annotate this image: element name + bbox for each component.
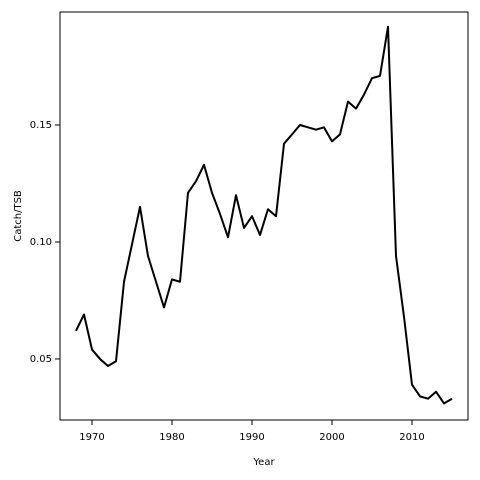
x-axis-label: Year <box>252 457 275 468</box>
x-tick-label: 1970 <box>79 432 104 443</box>
y-tick-label: 0.15 <box>30 120 52 131</box>
data-line <box>75 25 453 405</box>
x-tick-label: 1980 <box>159 432 184 443</box>
y-axis-label: Catch/TSB <box>13 190 24 242</box>
y-tick-label: 0.05 <box>30 354 52 365</box>
x-tick-label: 2010 <box>399 432 424 443</box>
plot-frame <box>59 11 469 421</box>
y-tick-label: 0.10 <box>30 237 52 248</box>
x-tick-label: 2000 <box>319 432 344 443</box>
x-tick-label: 1990 <box>239 432 264 443</box>
